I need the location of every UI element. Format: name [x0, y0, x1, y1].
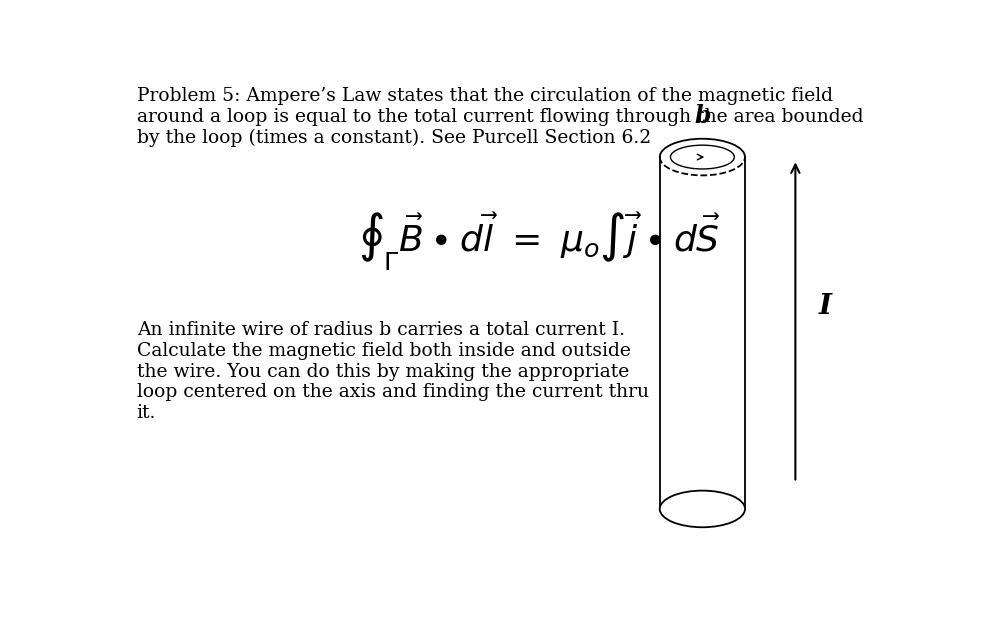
Bar: [660, 157, 745, 509]
Text: b: b: [694, 104, 711, 128]
Ellipse shape: [660, 491, 745, 527]
Text: $\oint_{\Gamma}\vec{B}\bullet d\vec{l}\ =\ \mu_o\int\vec{j}\bullet d\vec{S}$: $\oint_{\Gamma}\vec{B}\bullet d\vec{l}\ …: [358, 210, 720, 272]
Text: I: I: [819, 293, 832, 320]
Text: Problem 5: Ampere’s Law states that the circulation of the magnetic field
around: Problem 5: Ampere’s Law states that the …: [137, 87, 863, 147]
Text: An infinite wire of radius b carries a total current I.
Calculate the magnetic f: An infinite wire of radius b carries a t…: [137, 321, 649, 422]
